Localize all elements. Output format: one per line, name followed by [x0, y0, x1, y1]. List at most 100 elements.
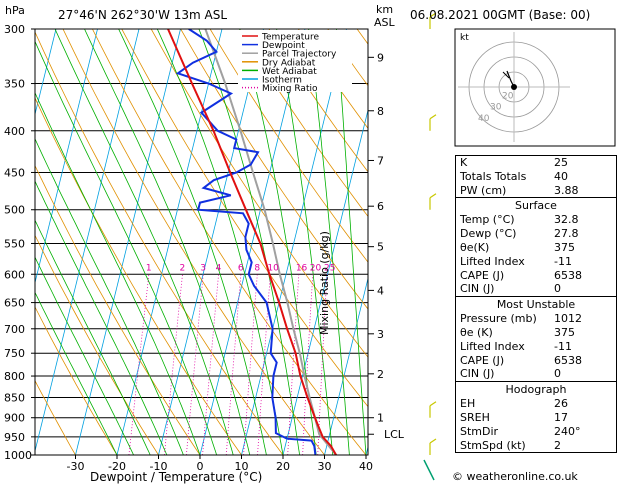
dry-adiabat-line: [180, 29, 368, 310]
index-value: 6538: [554, 268, 582, 282]
mixing-ratio-line: [164, 274, 183, 455]
legend-label: Dewpoint: [262, 41, 305, 51]
legend-label: Temperature: [261, 33, 319, 43]
top-index-row: Totals Totals 40: [456, 170, 616, 184]
wet-adiabat-line: [35, 256, 134, 455]
pressure-tick-label: 850: [4, 391, 25, 404]
wet-adiabat-line: [35, 180, 168, 455]
index-label: StmSpd (kt): [460, 438, 526, 452]
legend-label: Parcel Trajectory: [262, 50, 337, 60]
isotherm-line: [282, 108, 368, 455]
mu-index-row: CIN (J) 0: [456, 367, 616, 381]
hodograph-ring-label: 20: [502, 91, 514, 101]
surface-index-row: CIN (J) 0: [456, 282, 616, 296]
km-tick-label: 4: [377, 284, 384, 297]
dry-adiabat-line: [35, 379, 76, 455]
pressure-tick-label: 700: [4, 323, 25, 336]
hodo-index-row: StmSpd (kt) 2: [456, 439, 616, 453]
surface-index-title: Surface: [515, 199, 557, 213]
dry-adiabat-line: [35, 164, 201, 455]
index-label: CAPE (J): [460, 268, 505, 282]
wind-barb-flag: [429, 193, 437, 199]
mixing-ratio-label: 1: [146, 263, 152, 273]
dry-adiabat-line: [92, 29, 367, 455]
pressure-tick-label: 350: [4, 78, 25, 91]
wet-adiabat-line: [118, 29, 267, 455]
x-tick-label: -10: [150, 460, 168, 473]
isotherm-line: [35, 29, 140, 453]
dry-adiabat-line: [209, 29, 368, 263]
surface-index-row: Temp (°C) 32.8: [456, 213, 616, 227]
dewpoint-line: [175, 29, 317, 455]
dry-adiabat-line: [268, 29, 368, 173]
dry-adiabat-line: [35, 97, 242, 455]
index-label: CIN (J): [460, 282, 495, 296]
pressure-tick-label: 650: [4, 297, 25, 310]
km-tick-label: 8: [377, 105, 384, 118]
index-label: Temp (°C): [460, 213, 515, 227]
pressure-tick-label: 400: [4, 125, 25, 138]
pressure-tick-label: 750: [4, 347, 25, 360]
legend-label: Wet Adiabat: [262, 67, 317, 77]
index-label: θe (K): [460, 325, 493, 339]
km-tick-label: 3: [377, 328, 384, 341]
pressure-tick-label: 1000: [4, 449, 32, 462]
legend-label: Mixing Ratio: [262, 84, 318, 94]
mixing-ratio-label: 16: [296, 263, 308, 273]
profiles: [167, 29, 337, 455]
wind-barb-flag: [429, 438, 437, 444]
index-value: 40: [554, 169, 568, 183]
index-value: 25: [554, 156, 568, 169]
mixing-ratio-line: [302, 274, 314, 455]
background-lines: [35, 29, 368, 455]
index-value: 0: [554, 367, 561, 381]
index-value: 3.88: [554, 183, 579, 197]
index-label: EH: [460, 397, 476, 411]
mixing-ratio-line: [257, 274, 271, 455]
legend-label: Dry Adiabat: [262, 58, 316, 68]
indices-most-unstable: Most Unstable Pressure (mb) 1012 θe (K) 375 L…: [456, 296, 616, 381]
footer-credit: © weatheronline.co.uk: [452, 470, 578, 483]
x-tick-label: -30: [67, 460, 85, 473]
mixing-ratio-label: 3: [200, 263, 206, 273]
km-tick-label: 7: [377, 154, 384, 167]
wind-barbs: [423, 12, 437, 481]
index-label: Pressure (mb): [460, 312, 537, 326]
x-tick-label: 30: [318, 460, 332, 473]
x-tick-label: 0: [197, 460, 204, 473]
index-value: 2: [554, 438, 561, 452]
mu-index-row: Lifted Index -11: [456, 340, 616, 354]
wet-adiabat-line: [84, 29, 251, 455]
index-value: 27.8: [554, 227, 579, 241]
index-label: StmDir: [460, 424, 499, 438]
indices-table: K 25 Totals Totals 40 PW (cm) 3.88 Surface Tem…: [455, 155, 617, 454]
wet-adiabat-line: [54, 29, 234, 455]
wet-adiabat-line: [35, 291, 118, 455]
hpa-unit: hPa: [5, 4, 25, 17]
isotherm-line: [241, 29, 347, 455]
legend-box: [238, 30, 352, 92]
x-tick-label: 20: [276, 460, 290, 473]
wind-barb-flag: [429, 401, 437, 407]
wet-adiabat-line: [35, 40, 217, 455]
index-value: 1012: [554, 312, 582, 326]
dry-adiabat-line: [121, 29, 368, 408]
mu-index-row: Pressure (mb) 1012: [456, 312, 616, 326]
mixing-ratio-line: [287, 274, 300, 455]
wet-adiabat-line: [308, 29, 350, 455]
pressure-tick-label: 500: [4, 204, 25, 217]
pressure-tick-label: 900: [4, 412, 25, 425]
x-tick-label: 40: [359, 460, 373, 473]
hodo-index-title: Hodograph: [505, 383, 567, 397]
pressure-tick-label: 950: [4, 431, 25, 444]
mixing-ratio-line: [225, 274, 242, 455]
plot-frame: [34, 28, 369, 456]
wet-adiabat-line: [35, 137, 184, 455]
top-index-row: PW (cm) 3.88: [456, 184, 616, 198]
wet-adiabat-line: [239, 29, 317, 455]
hodograph-ring-label: 30: [490, 103, 502, 113]
lcl-label: LCL: [384, 428, 405, 441]
index-value: 375: [554, 240, 575, 254]
mixing-ratio-label: 6: [238, 263, 244, 273]
temperature-line: [167, 29, 337, 455]
